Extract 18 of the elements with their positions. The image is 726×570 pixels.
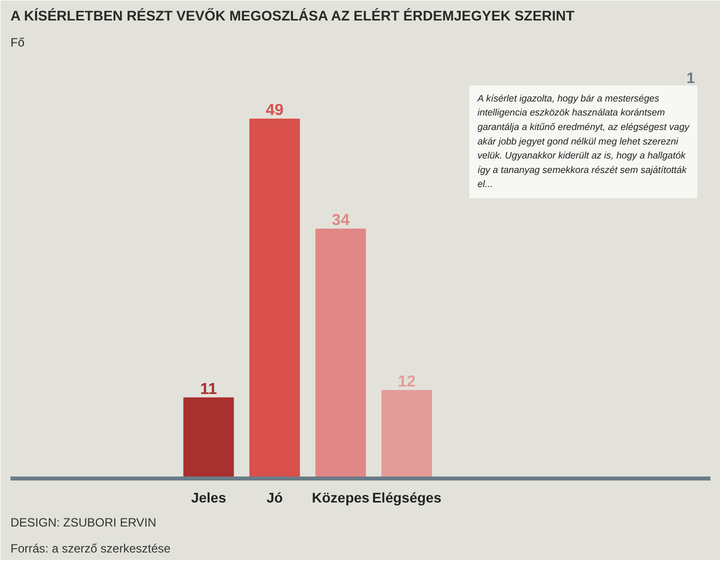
text: Fő [10, 36, 25, 50]
x-tick-label: Elégséges [372, 490, 442, 506]
data-label: 49 [266, 102, 284, 120]
text: DESIGN: ZSUBORI ERVIN [10, 516, 156, 530]
bar [183, 397, 234, 478]
x-tick-label: Jeles [191, 490, 226, 506]
text: A kísérlet igazolta, hogy bár a mesterséges intelligencia eszközök használata korántsem garantálja a kitűnő eredményt, az elégségest vagy akár jobb jegyet gond nélkül meg lehet szerezni velük. Ugyanakkor kiderült az is, hogy a hallgatók így a tananyag semekkora részét sem sajátították el... [476, 93, 690, 190]
data-label: 11 [200, 380, 218, 398]
chart-title: A KÍSÉRLETBEN RÉSZT VEVŐK MEGOSZLÁSA AZ ELÉRT ÉRDEMJEGYEK SZERINT [10, 8, 575, 24]
data-label: 34 [332, 212, 350, 230]
bar [249, 118, 300, 478]
bar [315, 228, 366, 478]
text: Forrás: a szerző szerkesztése [10, 542, 171, 556]
bar [381, 390, 432, 478]
x-tick-label: Közepes [312, 490, 370, 506]
x-tick-label: Jó [266, 490, 283, 506]
text: 1 [686, 70, 695, 88]
data-label: 12 [398, 374, 416, 391]
